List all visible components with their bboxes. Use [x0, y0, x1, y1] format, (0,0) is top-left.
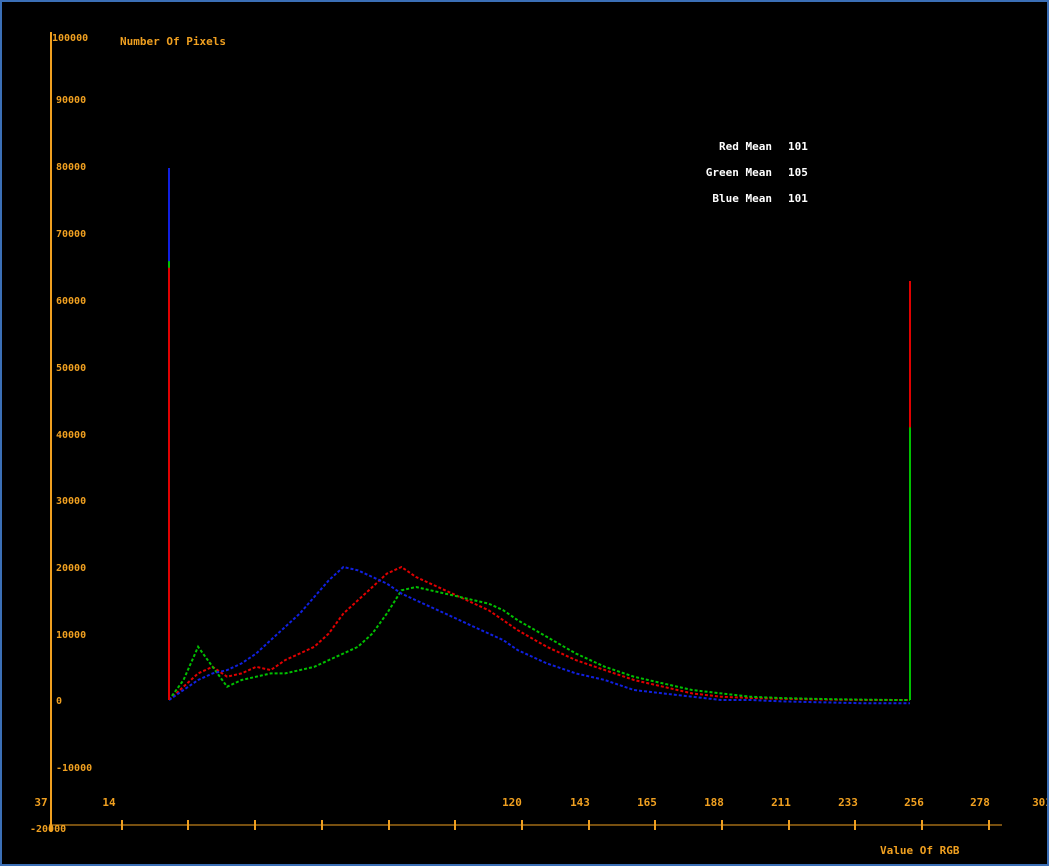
- histogram-series: [168, 565, 910, 705]
- y-tick-label: 0: [56, 696, 62, 707]
- x-tick-label: 301: [1032, 796, 1047, 809]
- y-tick-label: 80000: [56, 162, 86, 173]
- x-tick-labels: 37 14 120 143 165 188 211 233 256 278 301: [34, 796, 1047, 809]
- y-tick-label: 50000: [56, 363, 86, 374]
- y-tick-label: 40000: [56, 430, 86, 441]
- y-tick-labels: 90000 80000 70000 60000 50000 40000 30000 20000…: [30, 95, 92, 835]
- x-tick-label: 256: [904, 796, 924, 809]
- x-tick-label: 165: [637, 796, 657, 809]
- y-tick-label: 20000: [56, 563, 86, 574]
- x-tick-label: 188: [704, 796, 724, 809]
- x-tick-label: 143: [570, 796, 590, 809]
- y-tick-label: 30000: [56, 496, 86, 507]
- y-axis-top-label: 100000: [52, 33, 88, 44]
- y-tick-label: -20000: [30, 824, 66, 835]
- legend-green-value: 105: [788, 166, 808, 179]
- y-tick-label: 10000: [56, 630, 86, 641]
- x-axis-title: Value Of RGB: [880, 844, 960, 857]
- x-tick-label: 120: [502, 796, 522, 809]
- y-tick-label: 70000: [56, 229, 86, 240]
- legend-blue-value: 101: [788, 192, 808, 205]
- x-tick-label: 14: [102, 796, 116, 809]
- y-tick-label: 60000: [56, 296, 86, 307]
- y-tick-label: -10000: [56, 763, 92, 774]
- legend-red-value: 101: [788, 140, 808, 153]
- x-tick-label: 278: [970, 796, 990, 809]
- series-green-line: [168, 585, 910, 701]
- y-axis-title: Number Of Pixels: [120, 35, 226, 48]
- x-tick-label: 233: [838, 796, 858, 809]
- legend-blue-label: Blue Mean: [712, 192, 772, 205]
- x-tick-marks: [121, 820, 990, 830]
- legend-green-label: Green Mean: [706, 166, 772, 179]
- legend-red-label: Red Mean: [719, 140, 772, 153]
- y-tick-label: 90000: [56, 95, 86, 106]
- x-tick-label: 211: [771, 796, 791, 809]
- x-tick-label: 37: [34, 796, 47, 809]
- series-red-line: [168, 565, 910, 701]
- legend: Red Mean 101 Green Mean 105 Blue Mean 10…: [706, 140, 808, 205]
- series-blue-line: [168, 565, 910, 705]
- histogram-spikes: [168, 168, 911, 700]
